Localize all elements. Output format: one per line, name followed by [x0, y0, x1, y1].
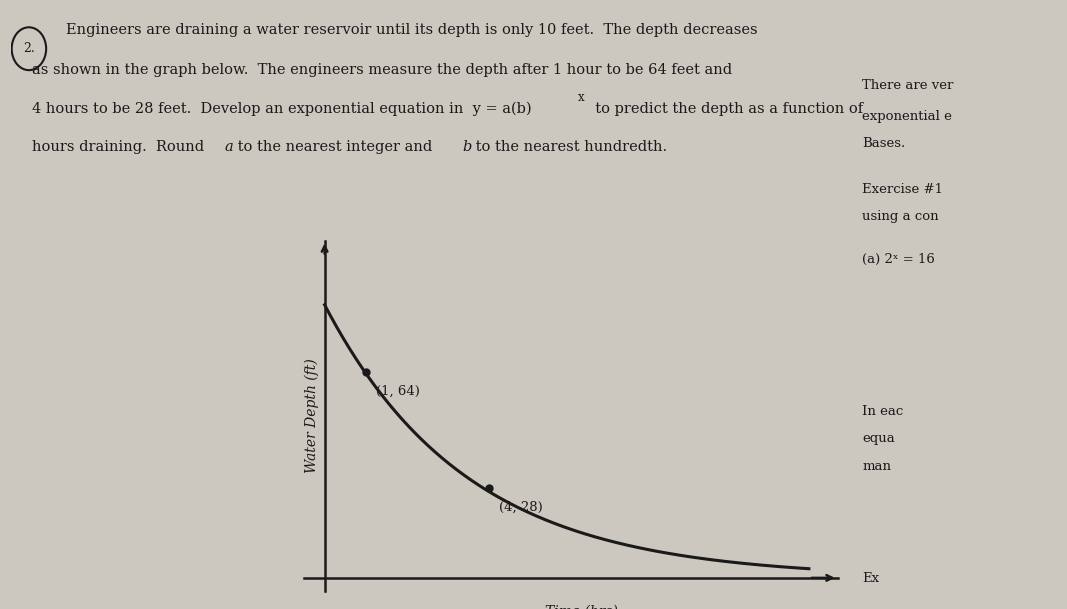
- Text: Engineers are draining a water reservoir until its depth is only 10 feet.  The d: Engineers are draining a water reservoir…: [66, 23, 758, 37]
- Text: Bases.: Bases.: [862, 137, 906, 150]
- Text: In eac: In eac: [862, 405, 904, 418]
- Text: b: b: [463, 140, 472, 154]
- Text: 2.: 2.: [23, 42, 35, 55]
- Text: There are ver: There are ver: [862, 79, 954, 92]
- Text: to predict the depth as a function of: to predict the depth as a function of: [586, 102, 863, 116]
- Text: (a) 2ˣ = 16: (a) 2ˣ = 16: [862, 253, 935, 266]
- Text: Exercise #1: Exercise #1: [862, 183, 943, 195]
- Text: to the nearest hundredth.: to the nearest hundredth.: [472, 140, 667, 154]
- Text: using a con: using a con: [862, 210, 939, 223]
- Text: Ex: Ex: [862, 572, 879, 585]
- X-axis label: Time (hrs): Time (hrs): [545, 605, 618, 609]
- Y-axis label: Water Depth (ft): Water Depth (ft): [305, 358, 319, 473]
- Text: (4, 28): (4, 28): [499, 501, 543, 513]
- Text: 4 hours to be 28 feet.  Develop an exponential equation in  y = a(b): 4 hours to be 28 feet. Develop an expone…: [32, 102, 531, 116]
- Text: equa: equa: [862, 432, 895, 445]
- Text: to the nearest integer and: to the nearest integer and: [233, 140, 437, 154]
- Text: (1, 64): (1, 64): [376, 385, 419, 398]
- Text: man: man: [862, 460, 891, 473]
- Text: exponential e: exponential e: [862, 110, 952, 122]
- Text: a: a: [224, 140, 234, 154]
- Text: as shown in the graph below.  The engineers measure the depth after 1 hour to be: as shown in the graph below. The enginee…: [32, 63, 732, 77]
- Text: hours draining.  Round: hours draining. Round: [32, 140, 209, 154]
- Text: x: x: [578, 91, 585, 104]
